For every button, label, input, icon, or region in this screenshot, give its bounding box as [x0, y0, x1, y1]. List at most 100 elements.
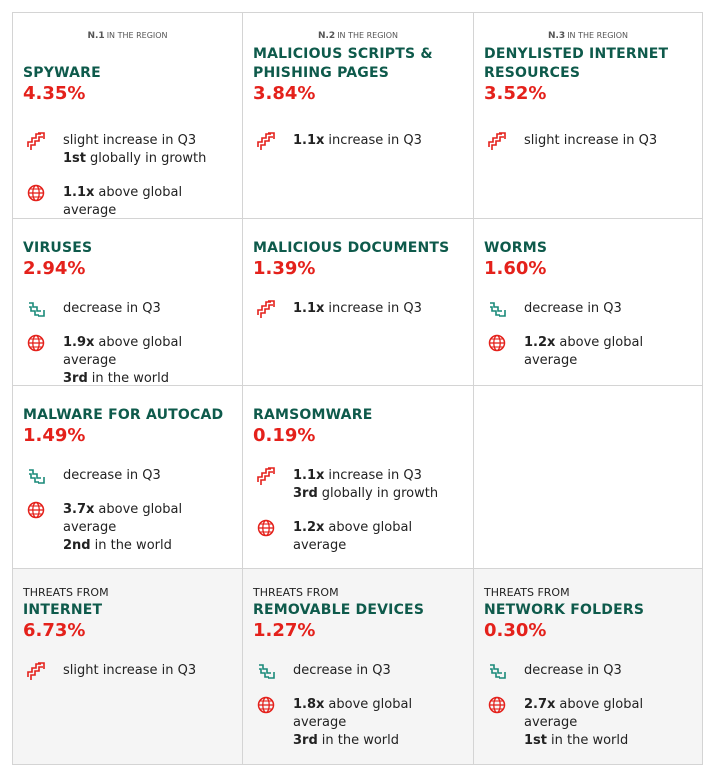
trend-line: 3rd in the world [63, 370, 232, 388]
trend-item: decrease in Q3 [253, 662, 463, 680]
trend-line: 1.8x above global average [293, 696, 463, 732]
trend-line: decrease in Q3 [524, 300, 692, 318]
trend-line: decrease in Q3 [63, 300, 232, 318]
trend-text: decrease in Q3 [524, 663, 622, 678]
up-icon [488, 132, 506, 150]
highlight: 1st [63, 151, 86, 166]
title-line: DENYLISTED INTERNET [484, 46, 669, 62]
trend-text: above global average [63, 502, 183, 535]
percentage: 1.39% [253, 258, 316, 279]
trend-item: decrease in Q3 [23, 467, 232, 485]
card-title: VIRUSES [23, 239, 232, 258]
highlight: 1st [524, 733, 547, 748]
trend-text: in the world [94, 538, 172, 553]
trend-line: 1.2x above global average [293, 519, 463, 555]
trend-item: 1.8x above global average 3rd in the world [253, 696, 463, 750]
trend-text: above global average [293, 697, 413, 730]
kicker: THREATS FROM [253, 586, 339, 599]
trend-line: decrease in Q3 [63, 467, 232, 485]
trend-item: 1.1x above global average [23, 184, 232, 220]
rank-number: N.3 [547, 31, 566, 41]
trend-text: in the world [321, 733, 400, 748]
items: decrease in Q3 1.9x above global average 3r… [23, 300, 232, 388]
rank-text: IN THE REGION [106, 31, 168, 40]
items: decrease in Q3 2.7x above global average 1s… [484, 662, 692, 750]
rank-label: N.1 IN THE REGION [23, 27, 232, 45]
highlight: 1.1x [293, 468, 325, 483]
trend-text: slight increase in Q3 [524, 133, 658, 148]
percentage: 6.73% [23, 620, 86, 641]
trend-item: 2.7x above global average 1st in the world [484, 696, 692, 750]
kicker: THREATS FROM [484, 586, 570, 599]
trend-item: 1.1x increase in Q3 3rd globally in growth [253, 467, 463, 503]
rank-text: IN THE REGION [567, 31, 629, 40]
stat-card: N.2 IN THE REGION MALICIOUS SCRIPTS & PHISH… [242, 12, 474, 219]
highlight: 1.8x [293, 697, 325, 712]
trend-line: 3rd in the world [293, 732, 463, 750]
card-title: MALICIOUS SCRIPTS & PHISHING PAGES [253, 45, 463, 83]
globe-icon [257, 696, 275, 714]
items: slight increase in Q3 1st globally in grow… [23, 132, 232, 220]
trend-text: decrease in Q3 [63, 468, 161, 483]
down-icon [29, 302, 45, 317]
trend-line: 1.2x above global average [524, 334, 692, 370]
items: slight increase in Q3 [484, 132, 692, 150]
stat-card: MALWARE FOR AUTOCAD 1.49% decrease in Q3 3.… [12, 385, 243, 569]
title-line: RESOURCES [484, 65, 581, 81]
trend-text: increase in Q3 [328, 468, 422, 483]
trend-line: 1.1x increase in Q3 [293, 467, 463, 485]
title-line: REMOVABLE DEVICES [253, 602, 425, 618]
percentage: 4.35% [23, 83, 86, 104]
card-title: NETWORK FOLDERS [484, 601, 692, 620]
trend-item: slight increase in Q3 1st globally in grow… [23, 132, 232, 168]
down-icon [259, 664, 275, 679]
trend-line: 3rd globally in growth [293, 485, 463, 503]
items: 1.1x increase in Q3 [253, 300, 463, 318]
trend-text: in the world [91, 371, 170, 386]
title-line: SPYWARE [23, 65, 101, 81]
trend-text: decrease in Q3 [524, 301, 622, 316]
up-icon [27, 662, 45, 680]
trend-text: above global average [524, 335, 644, 368]
trend-text: above global average [293, 520, 413, 553]
trend-item: 1.9x above global average 3rd in the world [23, 334, 232, 388]
trend-text: increase in Q3 [328, 301, 422, 316]
highlight: 1.1x [293, 133, 325, 148]
items: decrease in Q3 3.7x above global average 2n… [23, 467, 232, 555]
percentage: 2.94% [23, 258, 86, 279]
globe-icon [27, 334, 45, 352]
trend-item: 1.1x increase in Q3 [253, 132, 463, 150]
highlight: 3.7x [63, 502, 95, 517]
stat-card: THREATS FROM NETWORK FOLDERS 0.30% decrease… [473, 568, 703, 765]
stat-card: VIRUSES 2.94% decrease in Q3 1.9x above glob… [12, 218, 243, 386]
title-line: MALICIOUS DOCUMENTS [253, 240, 450, 256]
rank-number: N.2 [317, 31, 336, 41]
percentage: 0.30% [484, 620, 547, 641]
trend-text: decrease in Q3 [293, 663, 391, 678]
stat-card: WORMS 1.60% decrease in Q3 1.2x above global… [473, 218, 703, 386]
trend-item: slight increase in Q3 [23, 662, 232, 680]
items: 1.1x increase in Q3 3rd globally in growth 1… [253, 467, 463, 555]
rank-label: N.3 IN THE REGION [484, 27, 692, 45]
trend-text: in the world [551, 733, 629, 748]
card-title: WORMS [484, 239, 692, 258]
trend-text: decrease in Q3 [63, 301, 161, 316]
title-line: WORMS [484, 240, 548, 256]
trend-item: 3.7x above global average 2nd in the world [23, 501, 232, 555]
globe-icon [257, 519, 275, 537]
rank-label: N.2 IN THE REGION [253, 27, 463, 45]
card-title: DENYLISTED INTERNET RESOURCES [484, 45, 692, 83]
globe-icon [27, 184, 45, 202]
trend-line: 3.7x above global average [63, 501, 232, 537]
trend-line: 1.1x increase in Q3 [293, 300, 463, 318]
up-icon [257, 132, 275, 150]
trend-item: 1.2x above global average [484, 334, 692, 370]
trend-item: decrease in Q3 [23, 300, 232, 318]
title-line: NETWORK FOLDERS [484, 602, 645, 618]
highlight: 1.1x [293, 301, 325, 316]
globe-icon [488, 696, 506, 714]
title-line: VIRUSES [23, 240, 93, 256]
highlight: 2nd [63, 538, 91, 553]
card-title: REMOVABLE DEVICES [253, 601, 463, 620]
stat-card: RAMSOMWARE 0.19% 1.1x increase in Q3 3rd glob… [242, 385, 474, 569]
